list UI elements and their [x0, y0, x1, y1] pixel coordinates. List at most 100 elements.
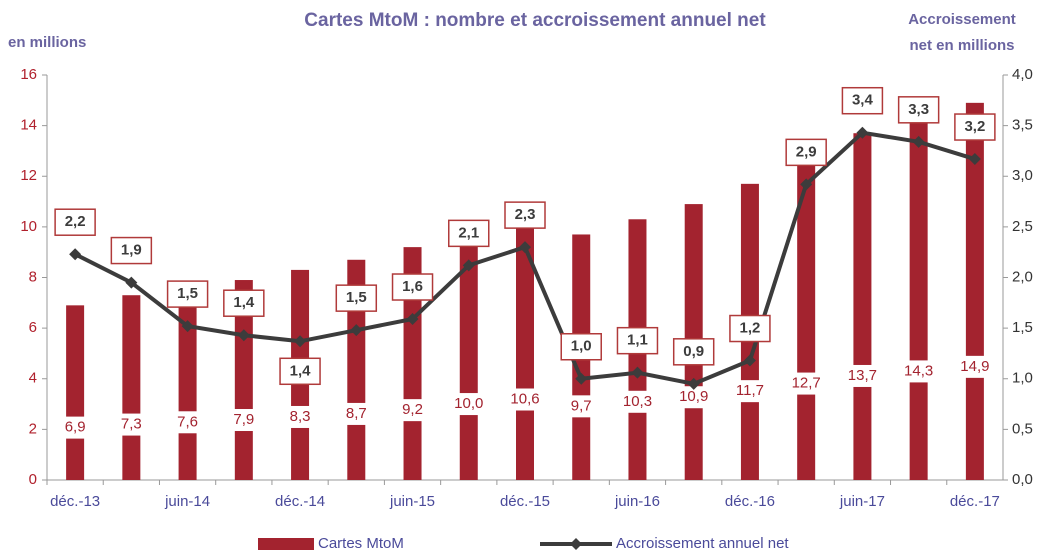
bar	[459, 226, 478, 480]
bar	[347, 259, 366, 480]
y2-tick-label: 2,5	[1012, 218, 1033, 235]
line-value-label: 3,4	[852, 92, 874, 109]
bar-label-bg	[838, 364, 887, 387]
bar	[66, 305, 85, 480]
line-value-label: 1,0	[571, 338, 592, 355]
line-marker	[69, 248, 82, 261]
legend-marker	[570, 538, 582, 550]
y2-tick-label: 1,5	[1012, 319, 1033, 336]
y2-tick-label: 2,0	[1012, 268, 1033, 285]
line-label-box	[110, 236, 153, 265]
line-value-label: 2,3	[515, 206, 536, 223]
bar-label-bg	[950, 355, 999, 378]
line-label-box	[785, 138, 827, 167]
bar-label-bg	[219, 409, 268, 432]
line-value-label: 2,9	[796, 143, 817, 160]
x-tick-label: juin-14	[164, 493, 210, 510]
bar-label-bg	[163, 411, 212, 434]
line-marker	[743, 354, 756, 367]
bar	[797, 158, 816, 480]
y-tick-label: 6	[29, 319, 37, 336]
line-marker	[631, 366, 644, 379]
line-value-label: 1,2	[740, 319, 761, 336]
bar-label-bg	[894, 360, 943, 383]
line-label-box	[560, 333, 602, 361]
bar	[853, 133, 872, 480]
line-label-box	[448, 219, 490, 248]
bar-value-label: 12,7	[792, 375, 821, 392]
line-value-label: 0,9	[683, 343, 704, 360]
bar-value-label: 6,9	[65, 419, 86, 436]
y-axis-title: en millions	[8, 34, 86, 51]
line-value-label: 1,4	[233, 294, 255, 311]
y-tick-label: 16	[20, 66, 37, 83]
bar-value-label: 10,6	[510, 390, 539, 407]
line-marker	[350, 324, 363, 337]
bar-label-bg	[51, 416, 100, 439]
bar-label-bg	[557, 395, 606, 418]
y2-tick-label: 0,0	[1012, 471, 1033, 488]
line-marker	[237, 329, 250, 342]
y2-axis-title: Accroissement	[908, 11, 1016, 28]
line-marker	[294, 335, 307, 348]
line-label-box	[672, 338, 715, 366]
bar-value-label: 10,0	[454, 395, 483, 412]
line-marker	[687, 377, 700, 390]
y-tick-label: 8	[29, 268, 37, 285]
line-label-box	[616, 326, 659, 355]
line-label-box	[504, 201, 546, 229]
x-tick-label: juin-15	[389, 493, 435, 510]
line-label-box	[335, 284, 378, 312]
x-tick-label: déc.-17	[950, 493, 1000, 510]
line-value-label: 1,9	[121, 242, 142, 259]
line-value-label: 1,5	[346, 289, 367, 306]
bar-label-bg	[501, 388, 549, 411]
line-value-label: 3,3	[908, 101, 929, 118]
y2-axis-title: net en millions	[909, 37, 1014, 54]
line-value-label: 1,6	[402, 278, 423, 295]
x-tick-label: déc.-16	[725, 493, 775, 510]
bar-value-label: 9,7	[571, 397, 592, 414]
bar-label-bg	[107, 413, 156, 436]
line-marker	[575, 372, 588, 385]
legend-swatch	[258, 538, 314, 550]
bar-value-label: 13,7	[848, 367, 877, 384]
bar-label-bg	[276, 405, 325, 428]
line-label-box	[391, 273, 434, 301]
bar-label-bg	[388, 399, 437, 422]
line-marker	[519, 241, 531, 254]
y-tick-label: 12	[20, 167, 37, 184]
line-value-label: 2,2	[65, 213, 86, 230]
bar-value-label: 14,3	[904, 362, 933, 379]
bar	[909, 118, 928, 480]
line-value-label: 2,1	[458, 224, 479, 241]
bar	[965, 102, 984, 480]
line-label-box	[166, 280, 209, 308]
bar-value-label: 7,9	[233, 411, 254, 428]
line-value-label: 1,4	[290, 362, 312, 379]
x-tick-label: juin-16	[614, 493, 660, 510]
line-label-box	[841, 86, 884, 115]
line-marker	[912, 135, 925, 148]
y-tick-label: 10	[20, 218, 37, 235]
bar-value-label: 10,3	[623, 393, 652, 410]
line-value-label: 3,2	[964, 118, 985, 135]
x-tick-label: juin-17	[839, 493, 885, 510]
legend-label: Cartes MtoM	[318, 535, 404, 552]
bar-value-label: 7,3	[121, 416, 142, 433]
bar-value-label: 14,9	[960, 358, 989, 375]
line-marker	[968, 153, 981, 166]
bar-value-label: 8,3	[290, 408, 311, 425]
line-label-box	[223, 289, 265, 317]
y2-tick-label: 3,5	[1012, 117, 1033, 134]
chart-title: Cartes MtoM : nombre et accroissement an…	[304, 10, 766, 31]
bar	[178, 287, 197, 480]
line-marker	[462, 259, 475, 272]
line-label-box	[954, 113, 996, 141]
line-value-label: 1,5	[177, 285, 198, 302]
bar	[122, 295, 141, 480]
bar-label-bg	[613, 390, 662, 413]
x-tick-label: déc.-13	[50, 493, 100, 510]
y-tick-label: 2	[29, 420, 37, 437]
